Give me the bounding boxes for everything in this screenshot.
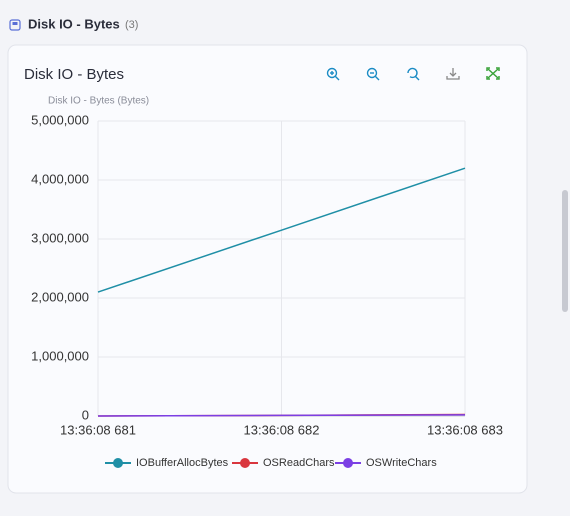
legend-label: OSWriteChars	[366, 457, 437, 469]
chart: 0 1,000,000 2,000,000 3,000,000 4,000,000 5,0…	[31, 112, 503, 468]
y-tick-label: 5,000,000	[31, 112, 89, 127]
legend-label: OSReadChars	[263, 457, 335, 469]
section-icon	[9, 19, 21, 31]
chart-title: Disk IO - Bytes (Bytes)	[48, 96, 149, 107]
fullscreen[interactable]	[486, 67, 500, 80]
series-line	[97, 414, 466, 417]
y-tick-label: 0	[82, 407, 89, 422]
y-tick-label: 1,000,000	[31, 348, 89, 363]
card-title: Disk IO - Bytes	[24, 66, 124, 83]
section-count: (3)	[125, 19, 138, 31]
series-line	[97, 167, 466, 293]
legend-label: IOBufferAllocBytes	[136, 457, 229, 469]
x-tick-label: 13:36:08 681	[60, 422, 136, 437]
y-tick-label: 3,000,000	[31, 230, 89, 245]
download[interactable]	[446, 68, 460, 80]
chart-card	[7, 44, 528, 494]
y-tick-label: 4,000,000	[31, 171, 89, 186]
x-tick-label: 13:36:08 683	[427, 422, 503, 437]
legend-marker	[343, 458, 353, 468]
y-tick-label: 2,000,000	[31, 289, 89, 304]
legend-marker	[240, 458, 250, 468]
x-tick-label: 13:36:08 682	[244, 422, 320, 437]
legend-marker	[113, 458, 123, 468]
zoom-in[interactable]	[326, 67, 340, 81]
zoom-out[interactable]	[366, 67, 380, 81]
scrollbar[interactable]	[562, 190, 568, 312]
reset-zoom[interactable]	[407, 67, 420, 81]
section-title: Disk IO - Bytes	[28, 16, 120, 31]
